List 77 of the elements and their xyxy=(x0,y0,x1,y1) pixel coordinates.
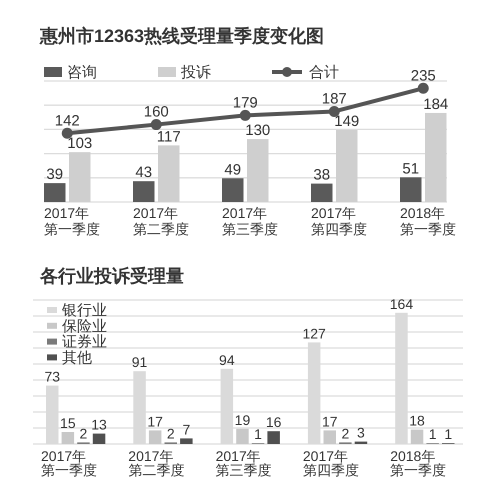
data-label: 184 xyxy=(423,96,448,113)
data-label: 18 xyxy=(409,412,426,429)
data-label: 103 xyxy=(67,135,92,152)
x-tick-label: 2017年第二季度 xyxy=(133,205,190,237)
x-tick-label: 2018年第一季度 xyxy=(400,205,457,237)
data-label: 130 xyxy=(245,122,270,140)
data-label: 19 xyxy=(234,412,250,428)
data-label: 164 xyxy=(390,296,414,312)
data-label: 3 xyxy=(357,424,366,441)
legend-label: 银行业 xyxy=(61,302,107,319)
data-label: 16 xyxy=(266,414,282,430)
legend-label: 咨询 xyxy=(67,64,97,81)
bar xyxy=(236,428,249,444)
bar xyxy=(425,112,446,202)
bar xyxy=(222,178,244,202)
data-label: 13 xyxy=(91,416,108,433)
bar xyxy=(92,434,106,444)
bar xyxy=(267,431,280,444)
bar xyxy=(311,184,332,202)
x-tick-label: 2017年第四季度 xyxy=(302,448,360,478)
legend-label: 其他 xyxy=(62,349,92,366)
data-label: 1 xyxy=(428,426,437,442)
point xyxy=(418,82,429,94)
bar xyxy=(336,130,358,202)
data-label: 179 xyxy=(232,94,258,112)
x-tick-label: 2018年第一季度 xyxy=(390,448,448,478)
data-label: 2 xyxy=(80,425,88,442)
data-label: 43 xyxy=(135,164,152,182)
bar xyxy=(62,432,74,444)
x-tick-label: 2017年第四季度 xyxy=(311,205,368,237)
data-label: 17 xyxy=(147,413,164,430)
data-label: 1 xyxy=(444,426,452,442)
legend-label: 合计 xyxy=(309,64,339,81)
data-label: 73 xyxy=(44,368,60,385)
legend-label: 证券业 xyxy=(62,334,107,351)
point xyxy=(240,110,251,121)
data-label: 127 xyxy=(302,325,326,342)
bar xyxy=(247,139,268,202)
data-label: 91 xyxy=(132,354,148,370)
legend-label: 保险业 xyxy=(62,318,107,335)
bar xyxy=(133,181,154,202)
data-label: 39 xyxy=(46,166,64,184)
data-label: 94 xyxy=(219,352,235,368)
bar xyxy=(410,430,424,444)
data-label: 149 xyxy=(334,112,360,130)
bar xyxy=(44,183,66,202)
data-label: 2 xyxy=(166,425,175,442)
bar xyxy=(158,145,180,202)
bar xyxy=(324,430,336,444)
x-tick-label: 2017年第三季度 xyxy=(216,448,273,478)
data-label: 15 xyxy=(60,415,76,431)
x-tick-label: 2017年第三季度 xyxy=(222,205,279,237)
bar xyxy=(148,430,162,444)
bar xyxy=(400,177,422,202)
chart-title: 各行业投诉受理量 xyxy=(39,266,184,286)
point xyxy=(328,106,340,117)
data-label: 38 xyxy=(313,166,330,184)
x-tick-label: 2017年第一季度 xyxy=(44,205,101,237)
data-label: 117 xyxy=(156,128,181,146)
data-label: 7 xyxy=(182,421,190,438)
data-label: 1 xyxy=(254,426,262,442)
data-label: 49 xyxy=(224,161,242,178)
data-label: 142 xyxy=(54,112,80,130)
point xyxy=(150,119,162,130)
data-label: 235 xyxy=(410,67,436,84)
bar xyxy=(180,438,193,444)
bar xyxy=(69,152,90,202)
point xyxy=(62,128,73,139)
chart-title: 惠州市12363热线受理量季度变化图 xyxy=(39,26,324,46)
data-label: 160 xyxy=(144,104,169,121)
x-tick-label: 2017年第一季度 xyxy=(41,448,98,478)
data-label: 2 xyxy=(341,425,350,442)
data-label: 17 xyxy=(322,413,338,430)
data-label: 187 xyxy=(322,90,347,108)
legend-label: 投诉 xyxy=(180,64,211,81)
data-label: 51 xyxy=(402,160,420,178)
x-tick-label: 2017年第二季度 xyxy=(128,448,186,478)
